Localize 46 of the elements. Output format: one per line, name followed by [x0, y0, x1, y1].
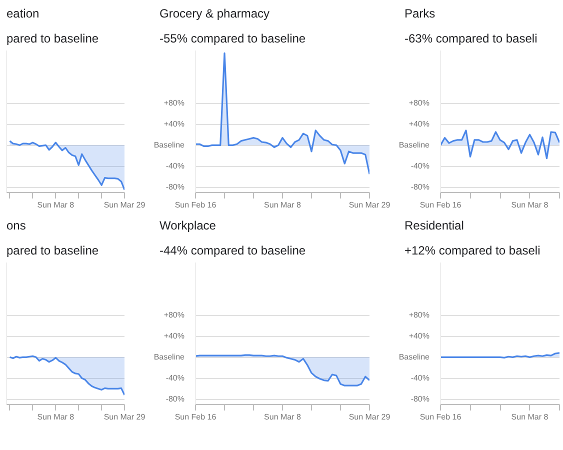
- chart-title: Workplace: [160, 218, 216, 232]
- chart-title: ons: [6, 218, 26, 232]
- y-tick-label: -80%: [166, 182, 185, 192]
- y-tick-label: +80%: [408, 98, 430, 108]
- chart-subtitle: -63% compared to baseli: [404, 32, 538, 46]
- chart-title: Residential: [404, 218, 464, 232]
- x-tick-label: Sun Mar 29: [104, 200, 146, 210]
- x-tick-label: Sun Mar 8: [264, 200, 302, 210]
- y-tick-label: +40%: [408, 332, 430, 341]
- x-tick-label: Sun Mar 8: [264, 412, 302, 422]
- y-tick-label: +40%: [164, 120, 185, 129]
- y-tick-label: -80%: [166, 394, 185, 404]
- x-tick-label: Sun Mar 29: [104, 412, 146, 422]
- y-tick-label: -80%: [410, 182, 430, 192]
- x-tick-label: Sun Feb 16: [420, 200, 462, 210]
- chart-subtitle: pared to baseline: [6, 32, 99, 46]
- y-tick-label: +80%: [164, 98, 185, 108]
- chart-subtitle: +12% compared to baseli: [404, 244, 540, 258]
- x-tick-label: Sun Mar 29: [348, 200, 391, 210]
- y-tick-label: -40%: [166, 162, 185, 171]
- chart-title: Grocery & pharmacy: [160, 6, 270, 20]
- y-tick-label: -40%: [166, 374, 185, 383]
- y-tick-label: +40%: [164, 332, 185, 341]
- y-tick-label: +40%: [408, 120, 430, 129]
- x-tick-label: Sun Mar 8: [511, 412, 549, 422]
- x-tick-label: Sun Mar 29: [348, 412, 391, 422]
- y-tick-label: Baseline: [398, 140, 430, 150]
- chart-subtitle: -44% compared to baseline: [160, 244, 306, 258]
- y-tick-label: Baseline: [154, 140, 186, 150]
- y-tick-label: Baseline: [154, 352, 186, 362]
- chart-subtitle: -55% compared to baseline: [160, 32, 306, 46]
- x-tick-label: Sun Mar 8: [511, 200, 549, 210]
- y-tick-label: Baseline: [398, 352, 430, 362]
- chart-title: eation: [6, 6, 40, 20]
- y-tick-label: -80%: [410, 394, 430, 404]
- x-tick-label: Sun Feb 16: [174, 200, 217, 210]
- y-tick-label: +80%: [164, 310, 185, 320]
- chart-subtitle: pared to baseline: [6, 244, 99, 258]
- y-tick-label: +80%: [408, 310, 430, 320]
- x-tick-label: Sun Mar 8: [37, 412, 75, 422]
- x-tick-label: Sun Mar 8: [37, 200, 75, 210]
- y-tick-label: -40%: [410, 374, 430, 383]
- chart-title: Parks: [404, 6, 436, 20]
- y-tick-label: -40%: [410, 162, 430, 171]
- x-tick-label: Sun Feb 16: [174, 412, 217, 422]
- x-tick-label: Sun Feb 16: [420, 412, 462, 422]
